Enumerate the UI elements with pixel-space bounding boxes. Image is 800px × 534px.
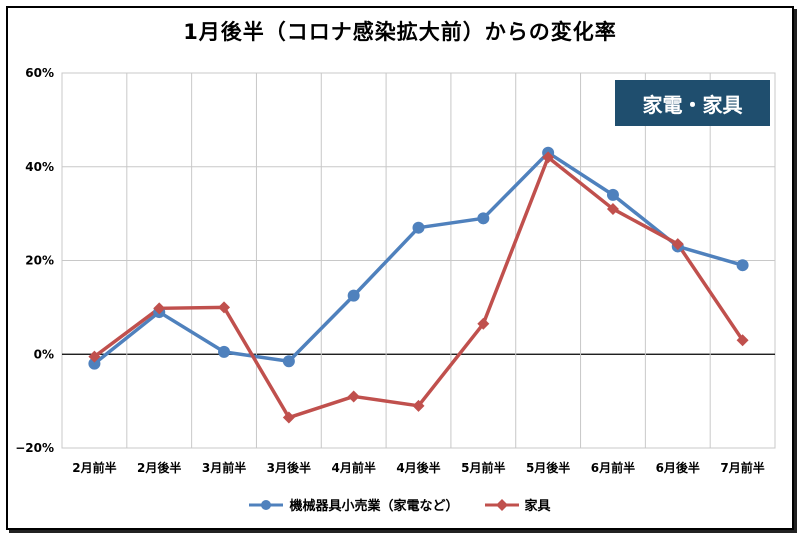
- x-tick-label: 4月前半: [332, 460, 376, 475]
- data-point-0: [347, 289, 360, 302]
- data-point-0: [88, 357, 101, 370]
- data-point-1: [477, 317, 490, 330]
- x-tick-label: 4月後半: [396, 460, 440, 475]
- legend-item-appliances: 機械器具小売業（家電など）: [249, 495, 459, 514]
- x-tick-label: 6月後半: [656, 460, 700, 475]
- y-axis-ticks: −20% 0% 20% 40% 60%: [15, 66, 54, 455]
- data-point-1: [88, 350, 101, 363]
- data-point-1: [736, 334, 749, 347]
- y-tick-label: 20%: [25, 254, 54, 268]
- data-point-0: [218, 345, 231, 358]
- data-point-1: [542, 151, 555, 164]
- x-tick-label: 5月後半: [526, 460, 570, 475]
- x-tick-label: 2月前半: [72, 460, 116, 475]
- x-tick-label: 3月後半: [267, 460, 311, 475]
- y-tick-label: 0%: [34, 347, 54, 361]
- x-tick-label: 2月後半: [137, 460, 181, 475]
- legend: 機械器具小売業（家電など） 家具: [0, 495, 800, 514]
- legend-label-furniture: 家具: [524, 499, 551, 514]
- data-point-0: [606, 188, 619, 201]
- data-point-1: [153, 302, 166, 315]
- category-badge: 家電・家具: [615, 80, 770, 126]
- legend-swatch-appliances: [249, 499, 284, 511]
- data-point-1: [606, 202, 619, 215]
- data-point-1: [347, 390, 360, 403]
- data-point-0: [736, 259, 749, 272]
- grid-lines: [61, 72, 776, 449]
- data-point-1: [412, 399, 425, 412]
- data-point-1: [218, 301, 231, 314]
- y-tick-label: −20%: [15, 441, 54, 455]
- data-point-1: [671, 238, 684, 251]
- data-point-0: [477, 212, 490, 225]
- x-tick-label: 3月前半: [202, 460, 246, 475]
- x-tick-label: 7月前半: [720, 460, 764, 475]
- x-tick-label: 6月前半: [591, 460, 635, 475]
- data-point-1: [282, 411, 295, 424]
- y-tick-label: 40%: [25, 160, 54, 174]
- y-tick-label: 60%: [25, 66, 54, 80]
- chart-title: 1月後半（コロナ感染拡大前）からの変化率: [183, 20, 617, 44]
- legend-swatch-furniture: [484, 498, 519, 511]
- data-point-0: [282, 355, 295, 368]
- x-axis-ticks: 2月前半 2月後半 3月前半 3月後半 4月前半 4月後半 5月前半 5月後半 6月前半 6月後半…: [72, 460, 765, 475]
- x-tick-label: 5月前半: [461, 460, 505, 475]
- data-point-0: [412, 221, 425, 234]
- series-markers: [88, 146, 749, 424]
- legend-label-appliances: 機械器具小売業（家電など）: [289, 499, 459, 514]
- legend-item-furniture: 家具: [484, 495, 551, 514]
